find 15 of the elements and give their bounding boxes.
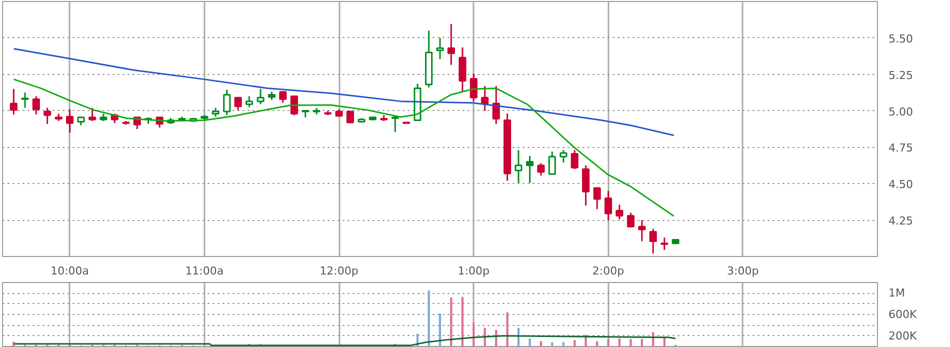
y-tick-label: 600K xyxy=(888,308,918,321)
x-tick-label: 3:00p xyxy=(727,264,759,278)
y-tick-label: 4.75 xyxy=(888,142,913,155)
x-tick-label: 1:00p xyxy=(458,264,490,278)
x-tick-label: 11:00a xyxy=(185,264,224,278)
y-tick-label: 4.25 xyxy=(888,214,913,228)
x-tick-label: 10:00a xyxy=(50,264,90,278)
x-tick-label: 12:00p xyxy=(320,264,358,278)
x-tick-label: 2:00p xyxy=(592,264,624,278)
y-tick-label: 200K xyxy=(888,329,918,342)
y-tick-label: 5.00 xyxy=(888,105,913,118)
y-tick-label: 4.50 xyxy=(888,178,913,192)
y-tick-label: 5.50 xyxy=(888,32,913,46)
y-tick-label: 5.25 xyxy=(888,68,913,82)
y-tick-label: 1M xyxy=(888,286,905,300)
